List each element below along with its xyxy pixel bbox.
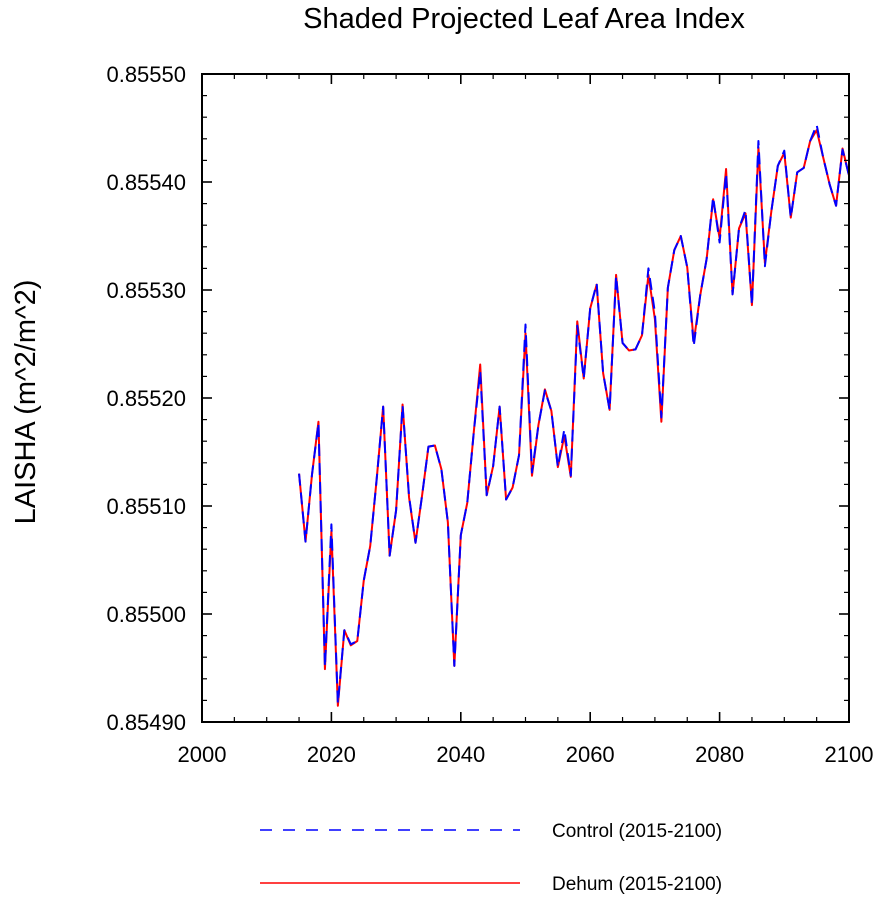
legend-label-control: Control (2015-2100)	[552, 821, 722, 842]
x-tick-label: 2080	[695, 742, 744, 767]
legend-label-dehum: Dehum (2015-2100)	[552, 874, 722, 895]
series-line-control	[298, 123, 850, 705]
y-tick-label: 0.85490	[106, 710, 186, 735]
x-tick-label: 2000	[178, 742, 227, 767]
y-tick-label: 0.85520	[106, 386, 186, 411]
plot-frame	[201, 73, 850, 723]
x-tick-label: 2100	[825, 742, 874, 767]
series-layer	[298, 123, 850, 707]
x-tick-label: 2060	[566, 742, 615, 767]
y-tick-label: 0.85540	[106, 170, 186, 195]
y-tick-label: 0.85530	[106, 278, 186, 303]
x-tick-label: 2040	[436, 742, 485, 767]
y-tick-label: 0.85510	[106, 494, 186, 519]
chart-title: Shaded Projected Leaf Area Index	[303, 3, 745, 35]
y-axis-label: LAISHA (m^2/m^2)	[10, 280, 42, 525]
x-tick-label: 2020	[307, 742, 356, 767]
y-tick-label: 0.85500	[106, 602, 186, 627]
y-tick-label: 0.85550	[106, 62, 186, 87]
legend: Control (2015-2100) Dehum (2015-2100)	[260, 821, 722, 895]
